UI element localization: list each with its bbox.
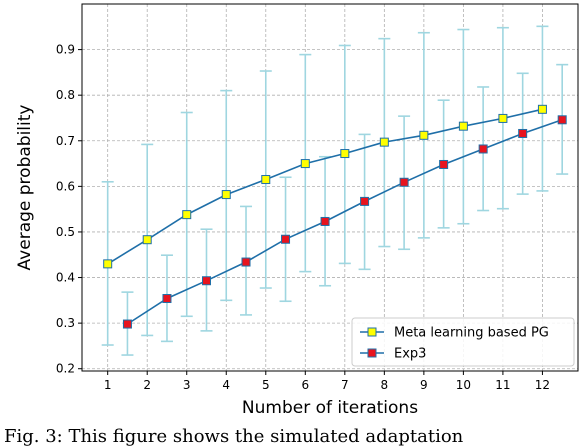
data-point (162, 294, 172, 304)
x-tick-label: 5 (262, 378, 270, 392)
y-tick-label: 0.9 (56, 43, 75, 57)
data-point (537, 104, 547, 114)
legend-box (351, 317, 575, 367)
data-point (340, 149, 350, 159)
data-point (478, 144, 488, 154)
data-point (557, 115, 567, 125)
data-point (419, 130, 429, 140)
data-point (458, 121, 468, 131)
y-axis-label: Average probability (15, 105, 35, 271)
y-tick-label: 0.7 (56, 134, 75, 148)
series-lines (107, 108, 563, 325)
data-point (439, 159, 449, 169)
data-point (142, 235, 152, 245)
data-point (360, 196, 370, 206)
figure-caption: Fig. 3: This figure shows the simulated … (4, 426, 464, 447)
legend-label: Exp3 (394, 347, 426, 362)
data-point (379, 137, 389, 147)
data-point (103, 259, 113, 269)
plot-area-frame (81, 3, 579, 372)
data-point (300, 159, 310, 169)
data-point (518, 128, 528, 138)
data-point (182, 210, 192, 220)
x-tick-label: 11 (495, 378, 510, 392)
data-point (221, 190, 231, 200)
y-tick-label: 0.4 (56, 271, 75, 285)
y-tick-label: 0.8 (56, 88, 75, 102)
data-point (281, 234, 291, 244)
x-tick-label: 3 (183, 378, 191, 392)
x-tick-label: 7 (341, 378, 349, 392)
series-line-0 (107, 108, 543, 265)
axis-ticks: 1 2 3 4 5 6 7 8 9 10 11 120.20.30.40.50.60.70.80.9 (56, 43, 550, 392)
data-markers (103, 104, 567, 329)
legend-marker (367, 348, 377, 358)
legend-marker (367, 327, 377, 337)
data-point (261, 175, 271, 185)
x-tick-label: 12 (535, 378, 550, 392)
data-point (498, 113, 508, 123)
y-tick-label: 0.5 (56, 225, 75, 239)
x-tick-label: 1 (104, 378, 112, 392)
x-axis-label: Number of iterations (242, 398, 418, 418)
y-tick-label: 0.3 (56, 316, 75, 330)
x-tick-label: 2 (143, 378, 151, 392)
y-tick-label: 0.6 (56, 179, 75, 193)
x-tick-label: 10 (456, 378, 471, 392)
y-tick-label: 0.2 (56, 362, 75, 376)
x-tick-label: 6 (301, 378, 309, 392)
data-point (320, 216, 330, 226)
data-point (201, 276, 211, 286)
data-point (399, 177, 409, 187)
legend: Meta learning based PG Exp3 (351, 317, 575, 367)
error-bars (101, 25, 569, 356)
x-tick-label: 8 (381, 378, 389, 392)
data-point (241, 257, 251, 267)
x-tick-label: 4 (222, 378, 230, 392)
line-chart: 1 2 3 4 5 6 7 8 9 10 11 120.20.30.40.50.60.70.80.9 … (15, 3, 579, 418)
legend-label: Meta learning based PG (394, 326, 549, 341)
series-line-1 (127, 119, 563, 325)
x-tick-label: 9 (420, 378, 428, 392)
data-point (122, 319, 132, 329)
